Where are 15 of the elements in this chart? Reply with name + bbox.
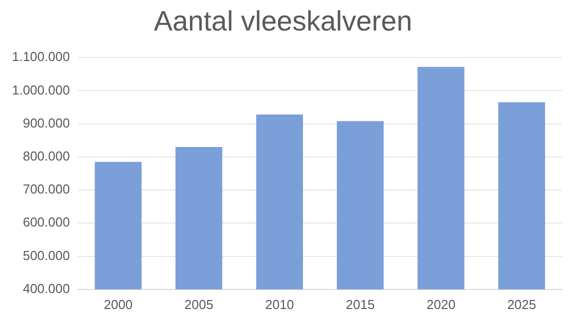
x-tick-label: 2015: [346, 296, 375, 312]
y-tick-label: 1.100.000: [12, 49, 70, 64]
y-tick-label: 700.000: [22, 182, 70, 197]
x-tick-label: 2010: [265, 296, 294, 312]
chart-title: Aantal vleeskalveren: [154, 6, 412, 37]
x-tick-label: 2020: [426, 296, 456, 312]
y-tick-label: 400.000: [22, 280, 70, 296]
x-tick-label: 2005: [184, 296, 214, 312]
y-tick-label: 800.000: [22, 148, 70, 164]
y-tick-label: 500.000: [22, 248, 70, 263]
y-tick-label: 900.000: [22, 115, 70, 130]
y-tick-label: 1.000.000: [12, 82, 70, 98]
x-tick-label: 2000: [104, 296, 133, 312]
x-tick-label: 2025: [507, 296, 536, 312]
y-tick-label: 600.000: [22, 214, 70, 230]
